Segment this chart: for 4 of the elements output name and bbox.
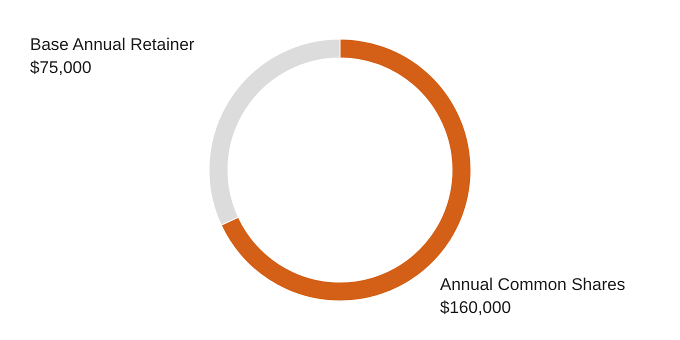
slice-label: Annual Common Shares <box>440 275 626 294</box>
data-label: $160,000 <box>440 298 511 317</box>
slice-label: Base Annual Retainer <box>30 35 195 54</box>
data-label: $75,000 <box>30 58 92 77</box>
